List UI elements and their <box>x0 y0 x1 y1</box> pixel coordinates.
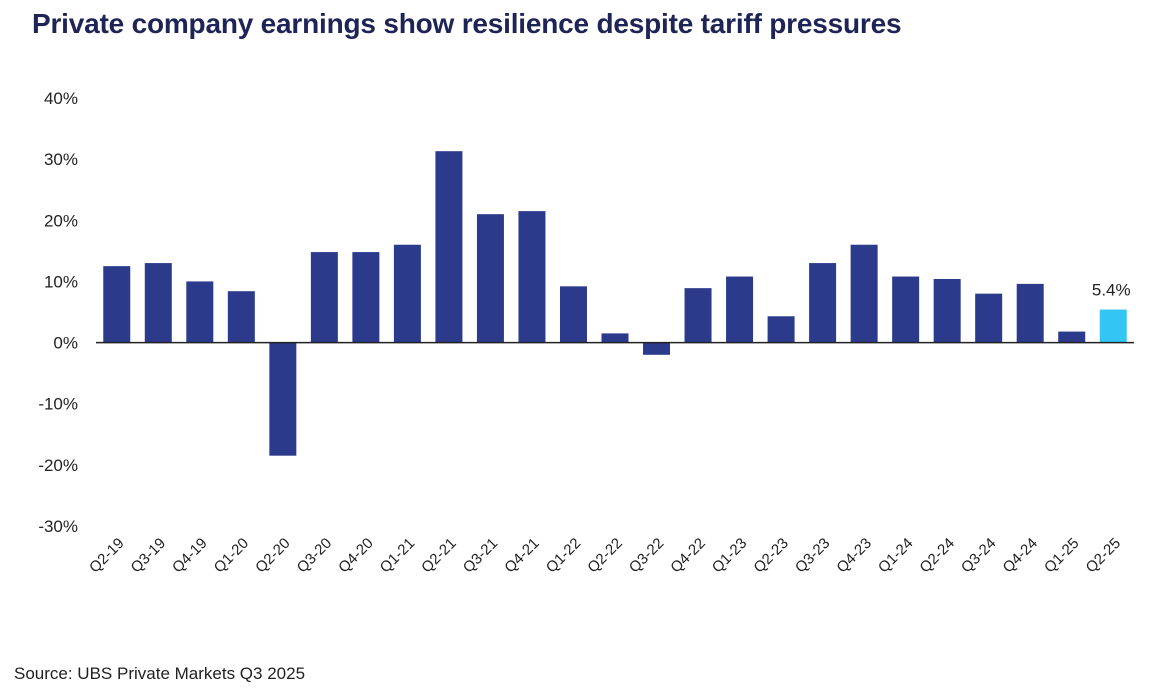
bar-q4-24 <box>1016 283 1044 343</box>
x-tick-label: Q3-19 <box>128 535 170 577</box>
x-tick-label: Q2-19 <box>86 535 128 577</box>
bar-q3-21 <box>476 214 504 343</box>
x-tick-label: Q4-22 <box>667 535 709 577</box>
x-tick-label: Q1-23 <box>709 535 751 577</box>
bar-q1-20 <box>227 291 255 343</box>
source-note: Source: UBS Private Markets Q3 2025 <box>14 664 306 683</box>
bar-q2-24 <box>933 278 961 343</box>
y-tick-label: -10% <box>38 395 78 414</box>
x-axis-ticks: Q2-19 Q3-19 Q4-19 Q1-20 Q2-20 Q3-20 Q4-20 Q1-21… <box>86 535 1124 577</box>
x-tick-label: Q3-21 <box>460 535 502 577</box>
x-tick-label: Q3-20 <box>294 535 336 577</box>
x-tick-label: Q4-23 <box>833 535 875 577</box>
x-tick-label: Q4-24 <box>1000 535 1042 577</box>
chart-title: Private company earnings show resilience… <box>32 8 902 39</box>
bar-q3-23 <box>809 263 837 343</box>
bar-q1-22 <box>559 286 587 343</box>
x-tick-label: Q1-22 <box>543 535 585 577</box>
x-tick-label: Q2-20 <box>252 535 294 577</box>
data-label: 5.4% <box>1092 281 1131 300</box>
x-tick-label: Q3-23 <box>792 535 834 577</box>
x-tick-label: Q2-21 <box>418 535 460 577</box>
bars <box>103 151 1127 456</box>
x-tick-label: Q2-25 <box>1083 535 1125 577</box>
data-labels: 5.4% <box>1092 281 1131 300</box>
x-tick-label: Q1-24 <box>875 535 917 577</box>
bar-q2-25 <box>1099 309 1127 343</box>
bar-q4-23 <box>850 244 878 343</box>
y-tick-label: 0% <box>53 334 78 353</box>
x-tick-label: Q1-25 <box>1041 535 1083 577</box>
y-tick-label: 10% <box>44 272 78 291</box>
bar-q3-20 <box>310 252 338 343</box>
x-tick-label: Q4-20 <box>335 535 377 577</box>
bar-q1-21 <box>393 244 421 343</box>
x-tick-label: Q4-19 <box>169 535 211 577</box>
y-tick-label: -30% <box>38 517 78 536</box>
bar-q1-24 <box>892 276 920 343</box>
y-tick-label: 40% <box>44 89 78 108</box>
bar-q2-19 <box>103 266 131 343</box>
x-tick-label: Q3-24 <box>958 535 1000 577</box>
bar-q1-23 <box>726 276 754 343</box>
bar-q2-23 <box>767 316 795 343</box>
x-tick-label: Q1-20 <box>211 535 253 577</box>
x-tick-label: Q1-21 <box>377 535 419 577</box>
bar-q4-21 <box>518 211 546 343</box>
bar-q4-20 <box>352 252 380 343</box>
bar-q3-24 <box>975 293 1003 343</box>
bar-q2-21 <box>435 151 463 343</box>
bar-q4-19 <box>186 281 214 343</box>
x-tick-label: Q2-24 <box>916 535 958 577</box>
y-axis-ticks: 40% 30% 20% 10% 0% -10% -20% -30% <box>38 89 78 536</box>
bar-q3-19 <box>144 263 172 343</box>
x-tick-label: Q2-23 <box>750 535 792 577</box>
bar-q1-25 <box>1058 331 1086 343</box>
y-tick-label: -20% <box>38 456 78 475</box>
bar-q4-22 <box>684 288 712 343</box>
x-tick-label: Q4-21 <box>501 535 543 577</box>
y-tick-label: 20% <box>44 211 78 230</box>
bar-q2-22 <box>601 333 629 343</box>
y-tick-label: 30% <box>44 150 78 169</box>
bar-chart: 40%30%20%10%0%-10%-20%-30% Q2-19 Q3-19 Q4-… <box>38 89 1134 577</box>
x-tick-label: Q2-22 <box>584 535 626 577</box>
bar-q2-20 <box>269 342 297 456</box>
bar-q3-22 <box>643 342 671 355</box>
x-tick-label: Q3-22 <box>626 535 668 577</box>
